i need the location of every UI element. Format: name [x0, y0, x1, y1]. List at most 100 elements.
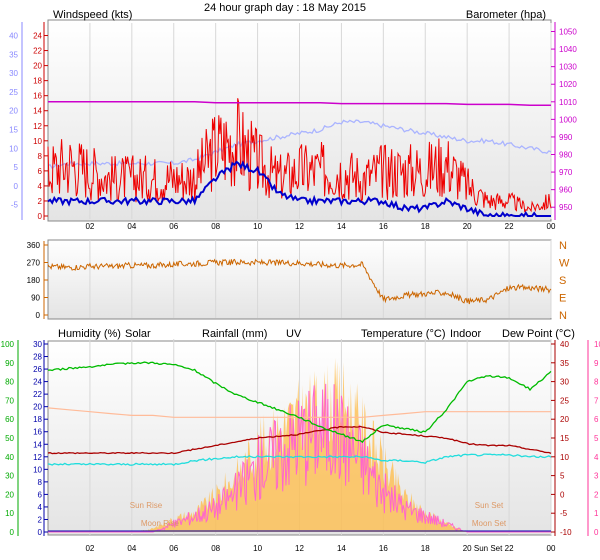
tick-label-temperature: 35 — [560, 359, 569, 368]
tick-label-direction: 270 — [27, 259, 41, 268]
tick-label-direction: 360 — [27, 241, 41, 250]
tick-label-uv: 7 — [594, 396, 599, 405]
tick-label-barometer: 950 — [559, 203, 573, 212]
tick-label-humidity: 50 — [5, 434, 14, 443]
tick-label-rainfall: 2 — [38, 515, 43, 524]
tick-label-uv: 6 — [594, 415, 599, 424]
tick-label-temperature: 25 — [560, 396, 569, 405]
tick-label-barometer: 1000 — [559, 115, 577, 124]
tick-label-barometer: 1010 — [559, 98, 577, 107]
panel3-legend: Humidity (%) Solar Rainfall (mm) UV Temp… — [58, 328, 575, 340]
tick-label-temperature: 40 — [560, 340, 569, 349]
tick-label-outer: 5 — [14, 163, 19, 172]
tick-label-kts: 22 — [33, 47, 42, 56]
tick-label-temperature: 15 — [560, 434, 569, 443]
tick-label-temperature: 30 — [560, 378, 569, 387]
tick-label-compass: S — [559, 275, 566, 287]
tick-label-kts: 8 — [38, 152, 43, 161]
annotation-moon-rise: Moon Rise — [141, 519, 180, 528]
legend-dewpoint: Dew Point (°C) — [502, 328, 575, 340]
x-tick-label-panel3: 14 — [337, 544, 346, 553]
tick-label-uv: 0 — [594, 528, 599, 537]
tick-label-compass: N — [559, 310, 567, 322]
x-tick-label-panel1: 08 — [211, 222, 220, 231]
tick-label-humidity: 90 — [5, 359, 14, 368]
tick-label-humidity: 0 — [10, 528, 15, 537]
humidity-series-line — [47, 361, 552, 444]
tick-label-uv: 3 — [594, 472, 599, 481]
tick-label-temperature: 20 — [560, 415, 569, 424]
tick-label-compass: E — [559, 293, 566, 305]
tick-label-direction: 0 — [36, 311, 41, 320]
tick-label-temperature: 5 — [560, 472, 565, 481]
windspeed-axis-title: Windspeed (kts) — [53, 9, 132, 21]
x-tick-label-panel1: 10 — [253, 222, 262, 231]
x-tick-label-panel3: 04 — [127, 544, 136, 553]
legend-humidity: Humidity (%) — [58, 328, 121, 340]
barometer-axis-title: Barometer (hpa) — [466, 9, 546, 21]
tick-label-rainfall: 30 — [33, 340, 42, 349]
tick-label-kts: 10 — [33, 137, 42, 146]
legend-solar: Solar — [125, 328, 151, 340]
x-tick-label-panel1: 18 — [421, 222, 430, 231]
x-tick-label-panel3: 16 — [379, 544, 388, 553]
x-tick-label-panel3: 12 — [295, 544, 304, 553]
tick-label-barometer: 1040 — [559, 45, 577, 54]
x-tick-label-panel1: 22 — [505, 222, 514, 231]
tick-label-rainfall: 18 — [33, 415, 42, 424]
chart-marks: 2422201816141210864204035302520151050-51… — [1, 22, 600, 553]
tick-label-outer: 20 — [9, 107, 18, 116]
tick-label-kts: 4 — [38, 182, 43, 191]
tick-label-rainfall: 8 — [38, 478, 43, 487]
x-tick-label-panel3: 22 — [505, 544, 514, 553]
tick-label-rainfall: 12 — [33, 453, 42, 462]
annotation-sun-rise: Sun Rise — [130, 501, 163, 510]
tick-label-rainfall: 0 — [38, 528, 43, 537]
tick-label-rainfall: 6 — [38, 490, 43, 499]
x-tick-label-panel3: 20 — [463, 544, 472, 553]
x-tick-label-panel1: 20 — [463, 222, 472, 231]
windspeed-avg-series-line — [47, 160, 551, 218]
tick-label-kts: 14 — [33, 107, 42, 116]
tick-label-humidity: 30 — [5, 472, 14, 481]
uv-series-line — [48, 383, 551, 533]
legend-rainfall: Rainfall (mm) — [202, 328, 267, 340]
legend-uv: UV — [286, 328, 302, 340]
tick-label-rainfall: 22 — [33, 390, 42, 399]
dewpoint-series-line — [47, 453, 552, 466]
tick-label-temperature: -10 — [560, 528, 572, 537]
legend-temperature: Temperature (°C) — [361, 328, 445, 340]
tick-label-uv: 1 — [594, 509, 599, 518]
x-tick-label-panel1: 12 — [295, 222, 304, 231]
tick-label-uv: 8 — [594, 378, 599, 387]
tick-label-outer: 40 — [9, 32, 18, 41]
temperature-series-line — [47, 425, 552, 455]
tick-label-rainfall: 20 — [33, 403, 42, 412]
tick-label-outer: 35 — [9, 50, 18, 59]
annotation-sun-set: Sun Set — [475, 501, 504, 510]
tick-label-outer: 25 — [9, 88, 18, 97]
tick-label-direction: 90 — [31, 294, 40, 303]
tick-label-rainfall: 10 — [33, 465, 42, 474]
tick-label-barometer: 970 — [559, 168, 573, 177]
tick-label-uv: 4 — [594, 453, 599, 462]
tick-label-barometer: 1050 — [559, 28, 577, 37]
x-tick-label-panel1: 14 — [337, 222, 346, 231]
x-tick-label-panel3: 18 — [421, 544, 430, 553]
tick-label-uv: 10 — [594, 340, 600, 349]
tick-label-outer: 10 — [9, 144, 18, 153]
tick-label-temperature: -5 — [560, 509, 568, 518]
graph-title: 24 hour graph day : 18 May 2015 — [204, 2, 366, 14]
tick-label-humidity: 20 — [5, 490, 14, 499]
tick-label-outer: 15 — [9, 126, 18, 135]
x-tick-label-panel1: 06 — [169, 222, 178, 231]
tick-label-temperature: 0 — [560, 490, 565, 499]
x-tick-label-panel1: 02 — [85, 222, 94, 231]
tick-label-barometer: 1030 — [559, 63, 577, 72]
legend-indoor: Indoor — [450, 328, 482, 340]
barometer-series-line — [48, 101, 551, 107]
tick-label-rainfall: 16 — [33, 428, 42, 437]
tick-label-kts: 0 — [38, 212, 43, 221]
